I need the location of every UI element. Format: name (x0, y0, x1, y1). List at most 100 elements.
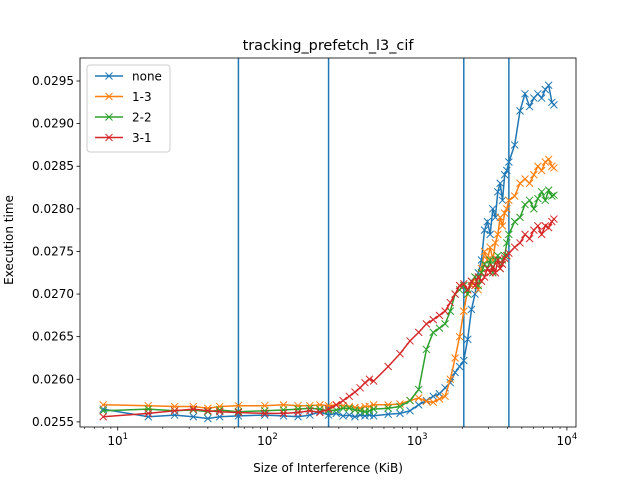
data-point (294, 401, 302, 410)
data-point (480, 273, 489, 281)
legend-box (86, 64, 171, 153)
data-point (480, 260, 489, 269)
data-point (537, 187, 546, 196)
x-tick-label: 104 (557, 432, 578, 448)
data-point (483, 264, 492, 273)
data-point (510, 141, 519, 149)
legend-label: 3-1 (132, 131, 152, 145)
data-point (480, 247, 489, 256)
data-point (339, 412, 347, 420)
data-point (105, 113, 113, 121)
data-point (144, 401, 153, 410)
series-line (103, 83, 555, 420)
data-point (471, 290, 479, 298)
data-point (414, 328, 423, 337)
data-point (435, 311, 444, 320)
data-point (446, 298, 455, 307)
data-point (548, 192, 556, 200)
data-point (435, 324, 444, 332)
data-point (498, 222, 507, 230)
data-point (260, 409, 269, 418)
data-point (516, 239, 524, 247)
x-tick-label: 103 (407, 432, 428, 448)
data-point (422, 397, 431, 406)
data-point (441, 392, 449, 401)
data-point (369, 377, 378, 385)
data-point (510, 192, 519, 200)
data-point (544, 223, 553, 232)
data-point (396, 349, 404, 358)
data-point (332, 409, 341, 418)
data-point (345, 392, 354, 401)
data-point (488, 262, 497, 271)
data-point (365, 406, 374, 415)
data-point (505, 249, 513, 258)
data-point (189, 406, 198, 414)
data-point (204, 406, 212, 415)
data-point (541, 158, 550, 166)
data-point (493, 230, 502, 239)
data-point (496, 264, 505, 273)
data-point (530, 204, 538, 213)
data-point (459, 356, 468, 365)
data-point (99, 406, 108, 415)
data-point (486, 230, 495, 239)
data-point (477, 277, 486, 286)
data-point (316, 408, 324, 417)
data-point (534, 194, 542, 203)
data-point (441, 320, 449, 328)
legend-label: 1-3 (132, 90, 152, 104)
data-point (351, 412, 359, 421)
plot-area: 101 102 103 104 0.0255 0.0260 0.0265 0.0270 0.02… (32, 57, 578, 448)
y-tick-label: 0.0285 (32, 159, 74, 173)
data-point (505, 158, 513, 166)
data-point (441, 307, 449, 315)
data-point (351, 388, 359, 396)
data-point (544, 81, 553, 90)
data-point (500, 170, 509, 179)
data-point (306, 406, 314, 415)
data-point (451, 290, 459, 298)
data-point (339, 404, 347, 413)
data-point (550, 191, 558, 200)
y-tick-label: 0.0265 (32, 330, 74, 344)
data-point (422, 345, 431, 354)
data-point (144, 412, 153, 421)
data-point (525, 196, 534, 205)
data-point (189, 405, 198, 413)
data-point (550, 164, 558, 172)
data-point (384, 400, 393, 409)
data-point (406, 406, 414, 415)
data-point (105, 92, 113, 101)
x-axis-label: Size of Interference (KiB) (253, 461, 403, 475)
data-point (105, 133, 113, 142)
data-point (396, 402, 404, 411)
legend-label: 2-2 (132, 111, 152, 125)
data-point (516, 106, 524, 115)
data-point (500, 251, 509, 260)
data-point (384, 404, 393, 413)
data-point (144, 409, 153, 418)
data-point (455, 332, 464, 341)
data-point (455, 281, 464, 290)
y-tick-label: 0.0280 (32, 202, 74, 216)
data-point (537, 166, 546, 175)
data-point (406, 396, 414, 405)
data-point (279, 409, 288, 418)
y-tick-label: 0.0295 (32, 74, 74, 88)
data-point (99, 400, 108, 409)
data-point (234, 401, 243, 410)
data-point (525, 234, 534, 243)
data-point (234, 408, 243, 417)
data-point (541, 196, 550, 205)
data-point (429, 392, 438, 401)
data-point (414, 385, 423, 394)
data-point (422, 320, 431, 328)
data-point (451, 354, 459, 362)
data-point (105, 72, 113, 80)
y-tick-label: 0.0290 (32, 117, 74, 131)
data-point (530, 170, 538, 179)
data-point (483, 217, 492, 226)
data-point (189, 412, 198, 421)
data-point (541, 85, 550, 94)
